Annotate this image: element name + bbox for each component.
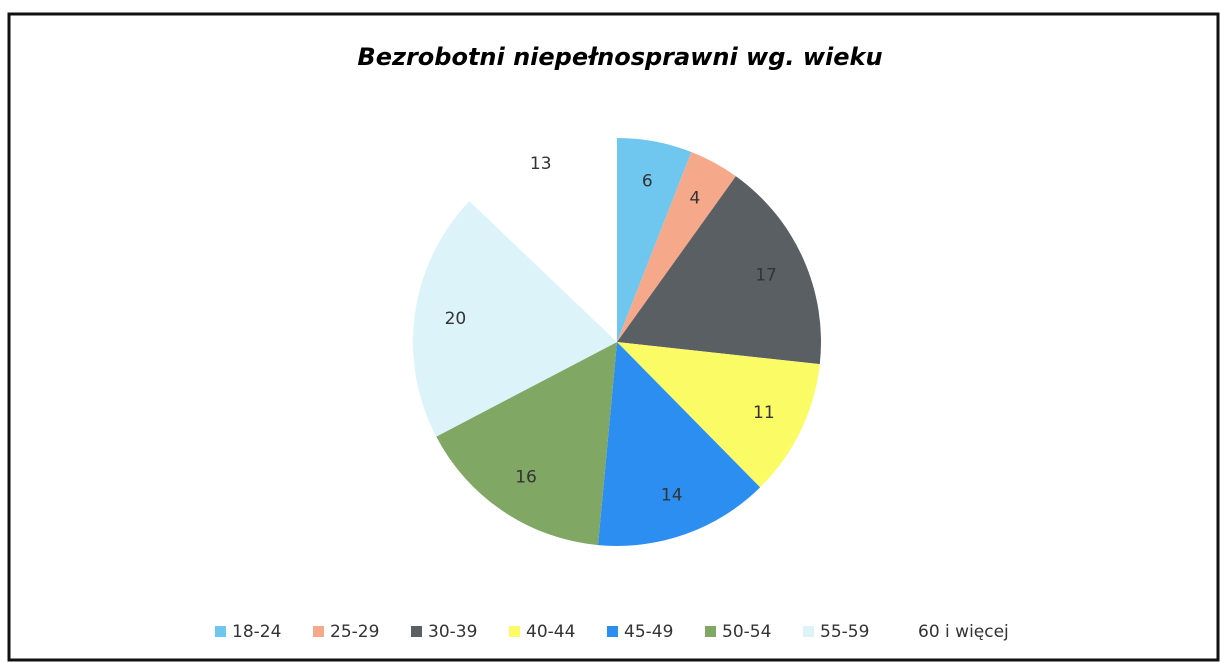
legend-label: 25-29 — [330, 622, 379, 642]
legend-label: 50-54 — [722, 622, 771, 642]
data-label: 4 — [689, 189, 700, 209]
legend-swatch — [607, 626, 618, 637]
legend-swatch — [705, 626, 716, 637]
chart-title: Bezrobotni niepełnosprawni wg. wieku — [357, 43, 882, 71]
data-label: 11 — [753, 403, 775, 423]
pie-slice — [413, 201, 617, 437]
legend-label: 18-24 — [232, 622, 281, 642]
legend-swatch — [411, 626, 422, 637]
pie-slice — [617, 342, 820, 488]
pie-slice — [617, 138, 692, 342]
legend-swatch — [901, 626, 912, 637]
data-label: 20 — [445, 309, 467, 329]
data-label: 13 — [530, 154, 552, 174]
legend-label: 30-39 — [428, 622, 477, 642]
legend-swatch — [313, 626, 324, 637]
pie-slice — [469, 138, 617, 342]
pie-slice — [617, 152, 736, 342]
data-label: 17 — [755, 265, 777, 285]
legend-label: 40-44 — [526, 622, 575, 642]
data-label: 16 — [515, 468, 537, 488]
pie-slice — [597, 342, 761, 546]
data-label: 6 — [642, 172, 653, 192]
legend-label: 55-59 — [820, 622, 869, 642]
legend-label: 60 i więcej — [918, 622, 1009, 642]
legend-swatch — [509, 626, 520, 637]
legend-swatch — [803, 626, 814, 637]
legend-label: 45-49 — [624, 622, 673, 642]
legend-swatch — [215, 626, 226, 637]
pie-slice — [617, 176, 822, 365]
pie-slice — [436, 342, 617, 546]
data-label: 14 — [661, 486, 683, 506]
